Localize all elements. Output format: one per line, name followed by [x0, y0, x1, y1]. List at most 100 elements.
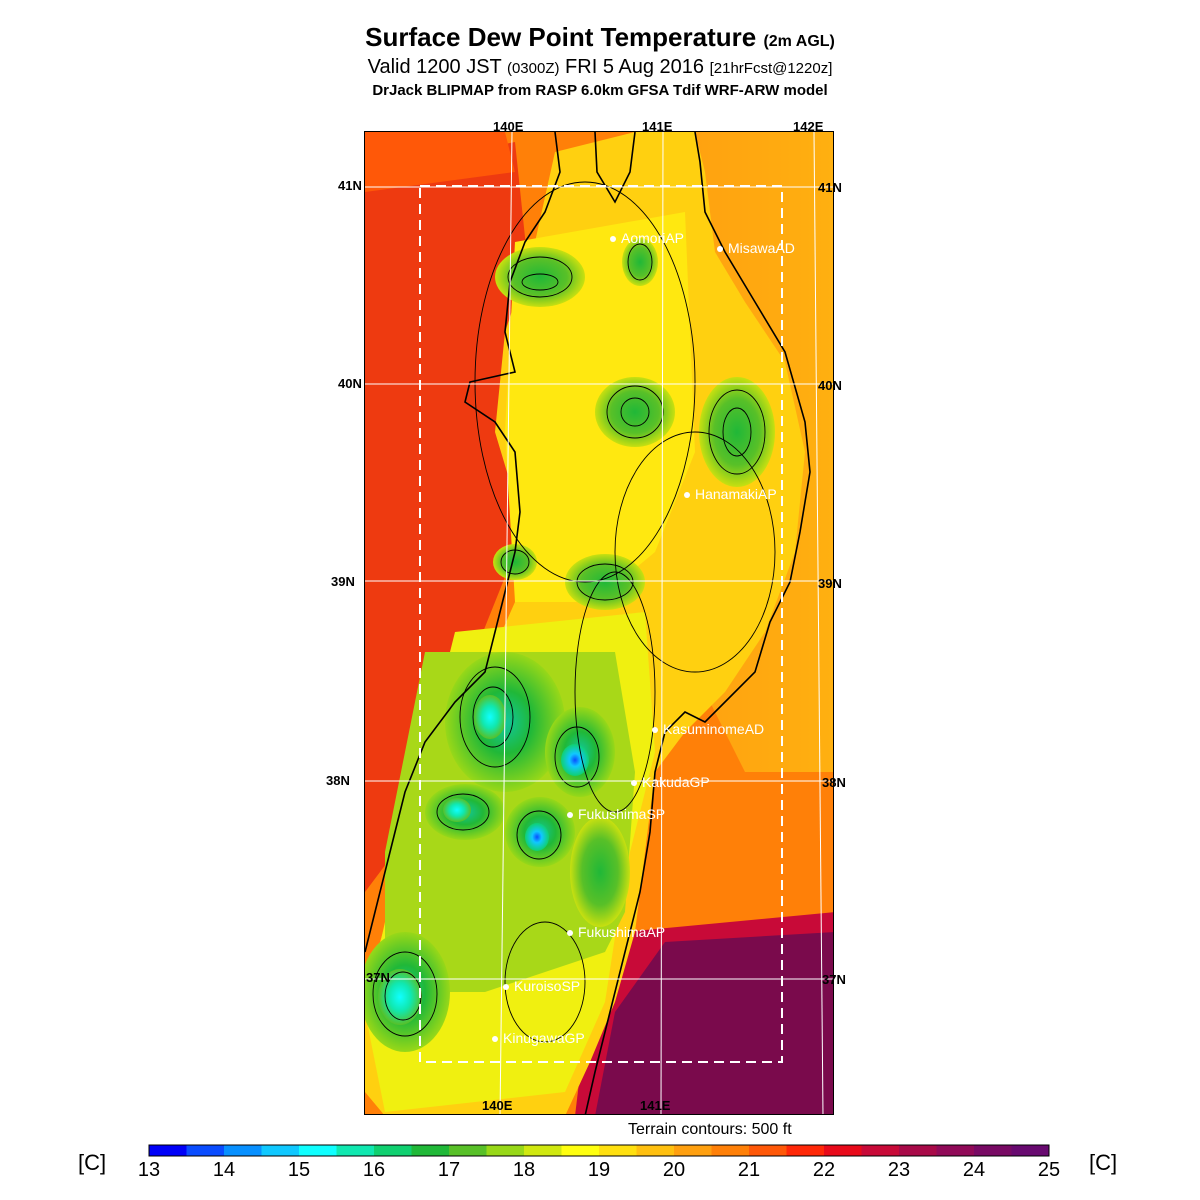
- cell-hachimantai: [595, 377, 675, 447]
- station-label: HanamakiAP: [695, 486, 777, 502]
- colorbar-swatch: [374, 1145, 412, 1156]
- lon-label-bottom-141: 141E: [640, 1098, 671, 1113]
- colorbar-swatch: [749, 1145, 787, 1156]
- cell-zao-core: [561, 744, 589, 776]
- colorbar-swatch: [449, 1145, 487, 1156]
- colorbar-tick-label: 23: [887, 1159, 911, 1181]
- cell-kitakami: [699, 377, 775, 487]
- colorbar-swatch: [861, 1145, 900, 1156]
- colorbar-tick-label: 24: [962, 1159, 986, 1181]
- title-main: Surface Dew Point Temperature: [365, 22, 757, 52]
- colorbar-swatch: [486, 1145, 525, 1156]
- station-marker: [567, 930, 573, 936]
- colorbar-swatch: [824, 1145, 862, 1156]
- colorbar-swatch: [224, 1145, 262, 1156]
- cell-iide-core: [443, 798, 471, 822]
- sea-of-japan-north: [365, 132, 515, 192]
- colorbar-tick-label: 22: [812, 1159, 836, 1181]
- lon-label-top-141: 141E: [642, 119, 673, 134]
- lat-label-right-38: 38N: [822, 775, 846, 790]
- station-marker: [717, 246, 723, 252]
- colorbar-border: [148, 1144, 1050, 1157]
- colorbar-swatch: [524, 1145, 562, 1156]
- lat-label-right-37: 37N: [822, 972, 846, 987]
- colorbar-tick-label: 15: [287, 1159, 311, 1181]
- colorbar-tick-label: 13: [137, 1159, 161, 1181]
- colorbar-swatch: [299, 1145, 337, 1156]
- station-label: MisawaAD: [728, 240, 795, 256]
- lat-label-left-40: 40N: [338, 376, 362, 391]
- colorbar-swatch: [411, 1145, 450, 1156]
- zulu-time: (0300Z): [506, 60, 560, 77]
- colorbar-swatch: [336, 1145, 375, 1156]
- colorbar-swatch: [599, 1145, 637, 1156]
- lat-label-left-38: 38N: [326, 773, 350, 788]
- colorbar-swatch: [936, 1145, 975, 1156]
- colorbar-unit-right: [C]: [1089, 1150, 1118, 1175]
- station-label: KakudaGP: [642, 774, 710, 790]
- station-marker: [492, 1036, 498, 1042]
- domain-box: [419, 185, 783, 1063]
- lat-label-left-39: 39N: [331, 574, 355, 589]
- latlon-grid: [365, 132, 833, 1114]
- colorbar-tick-label: 20: [662, 1159, 686, 1181]
- sea-of-japan: [365, 142, 535, 892]
- lon-label-top-140: 140E: [493, 119, 524, 134]
- valid-time: Valid 1200 JST: [367, 56, 502, 78]
- colorbar-unit-left: [C]: [78, 1150, 107, 1175]
- pacific-south: [595, 932, 833, 1114]
- station-marker: [610, 236, 616, 242]
- lat-label-left-41: 41N: [338, 178, 362, 193]
- colorbar-swatch: [674, 1145, 712, 1156]
- lat-label-right-40: 40N: [818, 378, 842, 393]
- cell-asahi-core: [474, 695, 506, 739]
- cell-chokai: [493, 544, 537, 580]
- station-marker: [503, 984, 509, 990]
- forecast-info: [21hrFcst@1220z]: [709, 60, 833, 77]
- colorbar-tick-label: 14: [212, 1159, 236, 1181]
- station-label: KasuminomeAD: [663, 721, 765, 737]
- valid-date: FRI 5 Aug 2016: [565, 56, 705, 78]
- colorbar-tick-label: 21: [737, 1159, 761, 1181]
- station-label: KuroisoSP: [514, 978, 581, 994]
- title-suffix: (2m AGL): [763, 33, 835, 50]
- colorbar-swatch: [786, 1145, 825, 1156]
- station-marker: [567, 812, 573, 818]
- station-label: KinugawaGP: [503, 1030, 585, 1046]
- colorbar-swatch: [711, 1145, 750, 1156]
- station-marker: [631, 780, 637, 786]
- colorbar-swatch: [186, 1145, 225, 1156]
- lon-label-bottom-140: 140E: [482, 1098, 513, 1113]
- station-label: FukushimaSP: [578, 806, 666, 822]
- colorbar-swatch: [1011, 1145, 1050, 1156]
- lat-label-right-39: 39N: [818, 576, 842, 591]
- colorbar-swatch: [974, 1145, 1012, 1156]
- colorbar-tick-label: 25: [1037, 1159, 1061, 1181]
- coastline: [365, 132, 811, 1114]
- colorbar-swatch: [261, 1145, 300, 1156]
- colorbar-swatch: [561, 1145, 600, 1156]
- colorbar-tick-label: 18: [512, 1159, 536, 1181]
- station-marker: [652, 727, 658, 733]
- colorbar-swatch: [899, 1145, 937, 1156]
- terrain-contours: [372, 181, 776, 1043]
- colorbar-tick-label: 19: [587, 1159, 611, 1181]
- lat-label-left-37: 37N: [366, 970, 390, 985]
- terrain-note: Terrain contours: 500 ft: [628, 1121, 792, 1138]
- station-label: AomoriAP: [621, 230, 685, 246]
- lon-label-top-142: 142E: [793, 119, 824, 134]
- colorbar-swatch: [636, 1145, 675, 1156]
- colorbar-swatch: [149, 1145, 187, 1156]
- cell-azuma-core: [525, 823, 549, 851]
- model-line: DrJack BLIPMAP from RASP 6.0km GFSA Tdif…: [372, 82, 828, 99]
- valid-time-line: Valid 1200 JST (0300Z) FRI 5 Aug 2016 [2…: [0, 56, 1200, 79]
- station-marker: [684, 492, 690, 498]
- station-label: FukushimaAP: [578, 924, 666, 940]
- cell-abukuma: [570, 817, 630, 927]
- colorbar-tick-label: 17: [437, 1159, 461, 1181]
- colorbar-tick-label: 16: [362, 1159, 386, 1181]
- lat-label-right-41: 41N: [818, 180, 842, 195]
- chart-title: Surface Dew Point Temperature (2m AGL): [0, 22, 1200, 53]
- map-svg: [365, 132, 833, 1114]
- map-panel: [364, 131, 834, 1115]
